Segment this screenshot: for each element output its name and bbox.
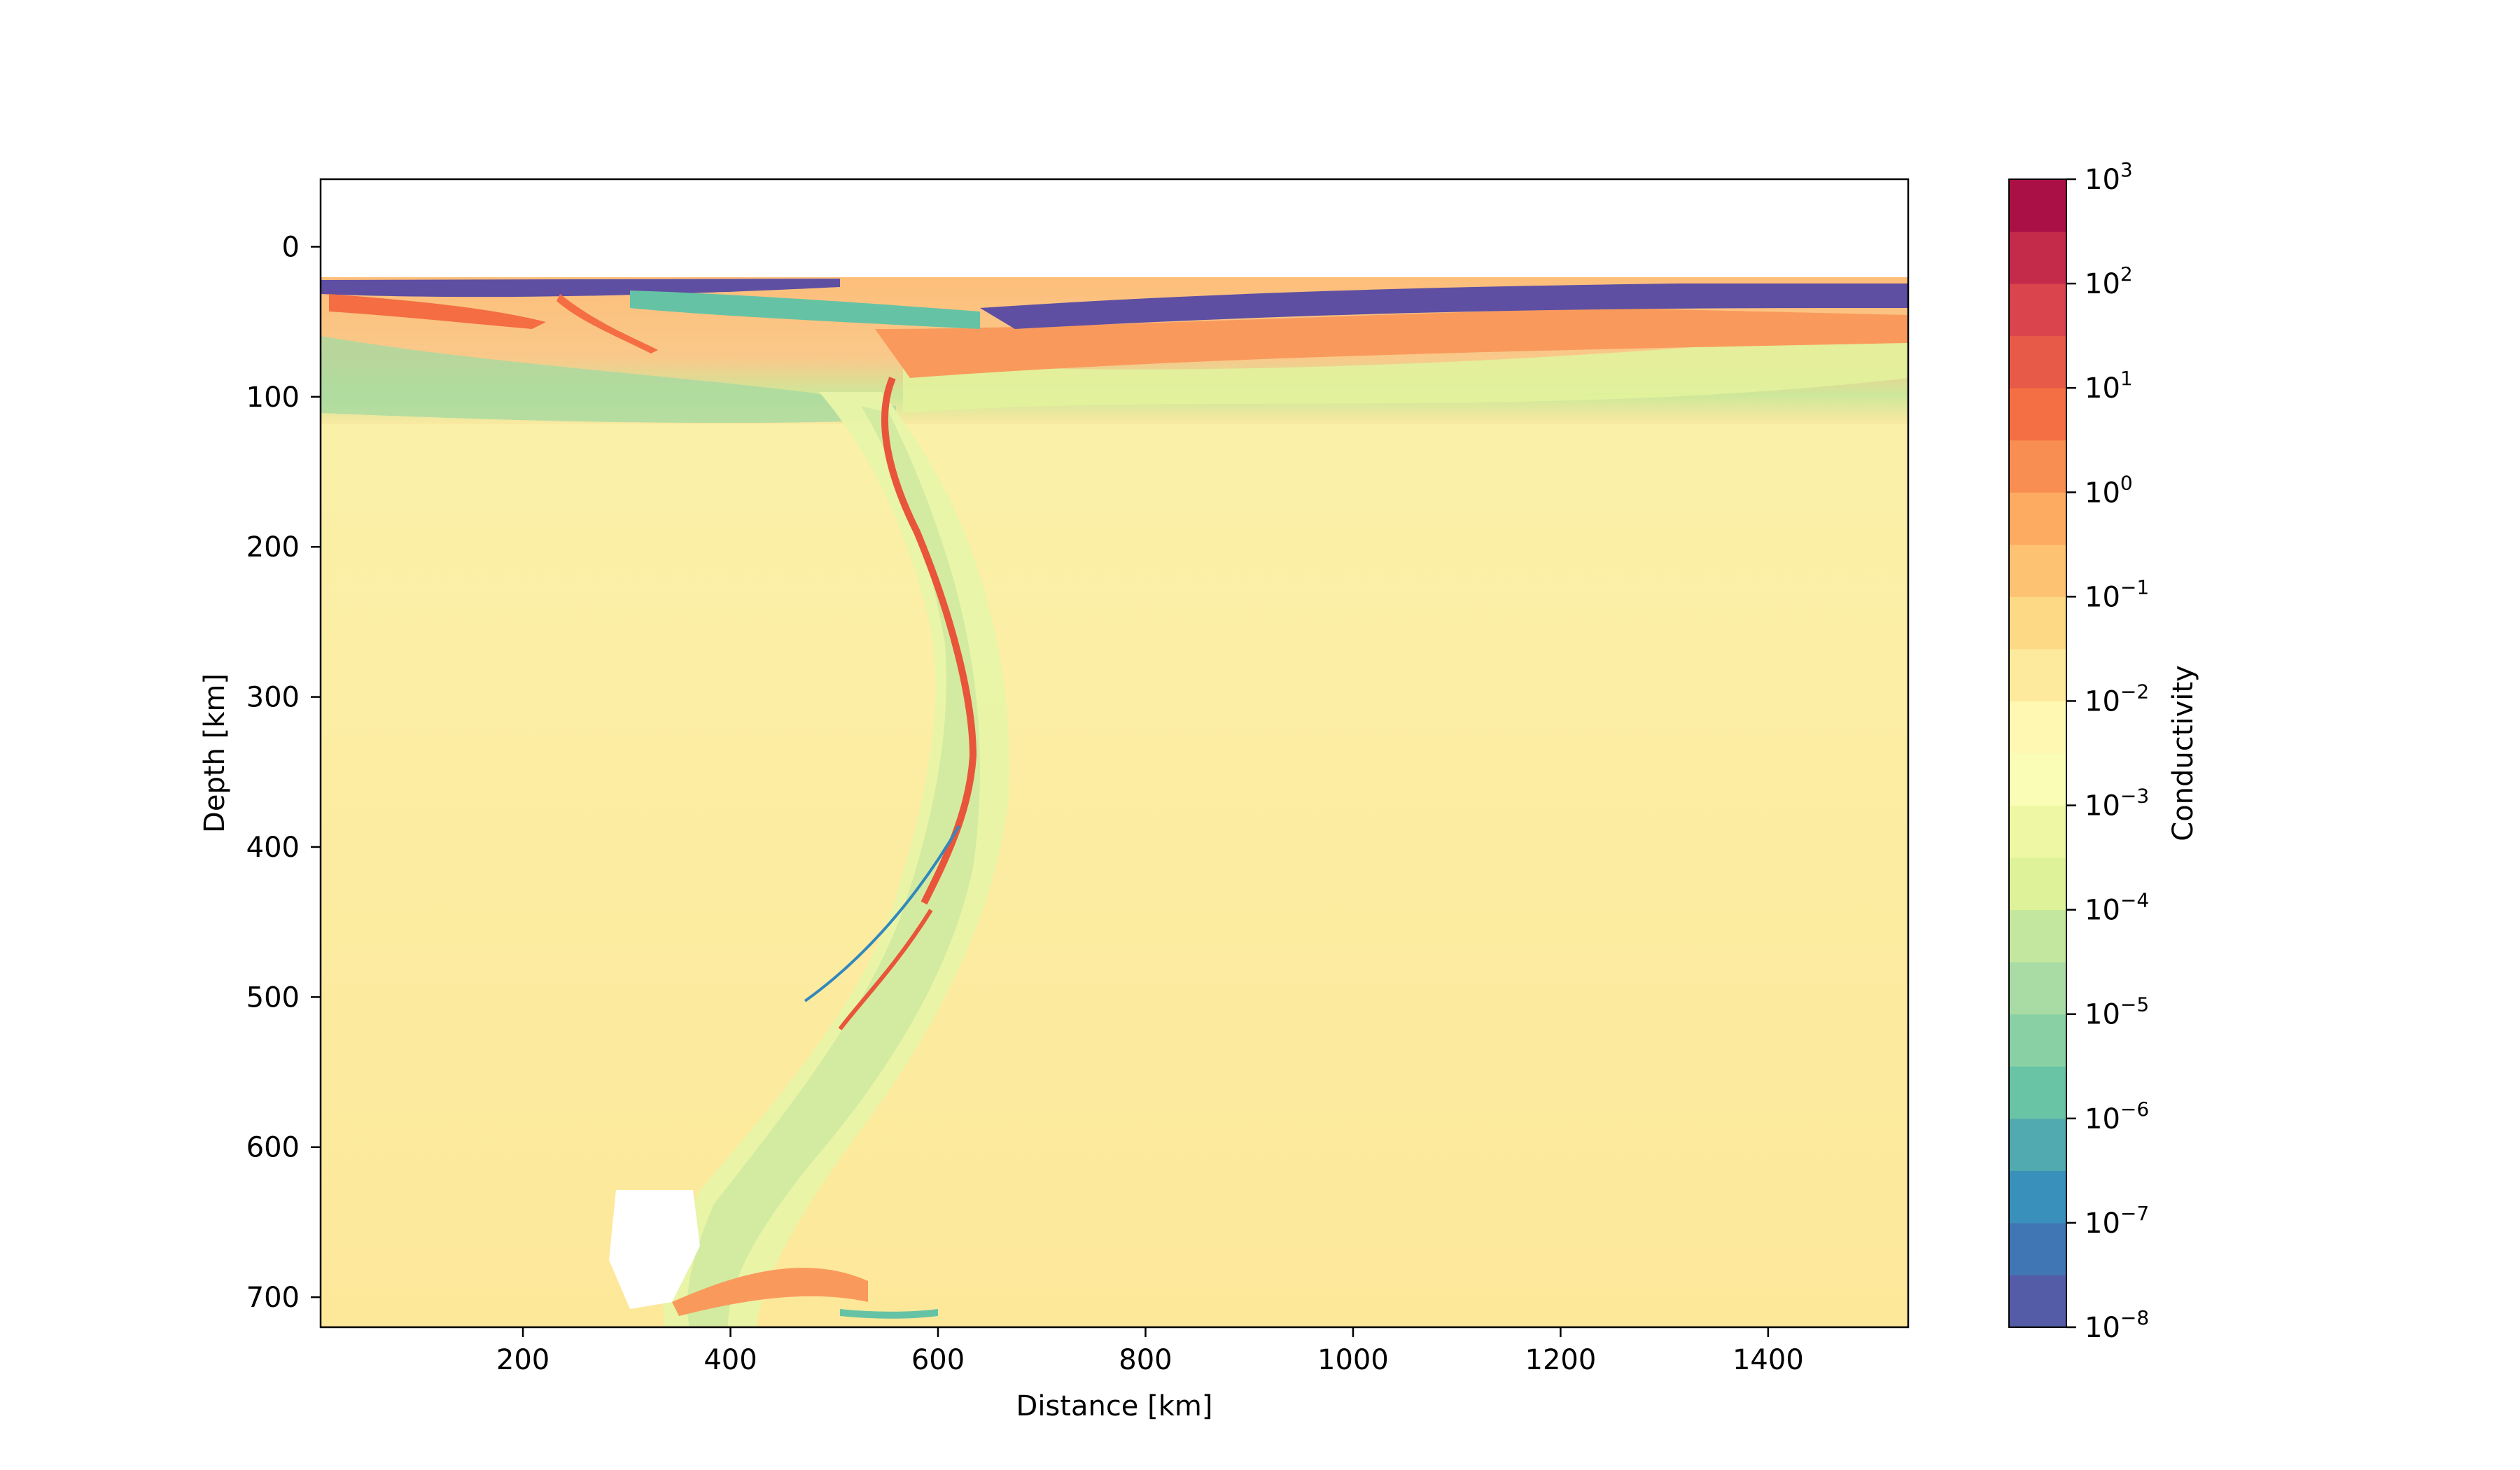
colorbar-tick-label: 10−3 [2085,785,2149,822]
x-axis-label: Distance [km] [1016,1390,1213,1422]
colorbar-tick-label: 10−8 [2085,1306,2149,1344]
colorbar-step [2009,336,2066,388]
y-tick-label: 100 [246,382,300,414]
colorbar-tick-label: 10−6 [2085,1098,2149,1135]
y-axis: 0 100 200 300 400 500 600 700 [246,231,321,1314]
y-tick-label: 600 [246,1132,300,1164]
colorbar-tick-label: 10−2 [2085,680,2149,718]
colorbar-step [2009,1275,2066,1327]
colorbar-step [2009,649,2066,701]
x-tick-label: 600 [911,1344,965,1376]
colorbar-tick-label: 10−7 [2085,1202,2149,1240]
colorbar-step [2009,962,2066,1014]
colorbar-step [2009,232,2066,284]
colorbar-tick-label: 103 [2085,158,2133,196]
colorbar-step [2009,545,2066,597]
colorbar-step [2009,179,2066,232]
colorbar-ticks: 10−8 10−7 10−6 10−5 10−4 10−3 10−2 10−1 100 101 10… [2066,158,2149,1344]
colorbar-tick-label: 10−1 [2085,575,2149,613]
conductivity-heatmap [321,179,1908,1327]
y-tick-label: 700 [246,1282,300,1314]
colorbar-tick-label: 10−4 [2085,889,2149,927]
colorbar-step [2009,1066,2066,1119]
colorbar-tick-label: 102 [2085,262,2133,300]
colorbar-step [2009,806,2066,858]
colorbar-step [2009,388,2066,440]
colorbar-steps [2009,179,2066,1328]
colorbar-step [2009,284,2066,336]
x-axis: 200 400 600 800 1000 1200 1400 [496,1327,1804,1376]
y-tick-label: 200 [246,531,300,564]
x-tick-label: 800 [1119,1344,1172,1376]
y-tick-label: 500 [246,981,300,1014]
mantle-background [321,277,1908,1327]
air-region [321,179,1908,277]
colorbar-step [2009,701,2066,753]
y-tick-label: 0 [282,231,300,263]
colorbar-tick-label: 101 [2085,367,2133,405]
x-tick-label: 1000 [1317,1344,1389,1376]
colorbar-label: Conductivity [2167,665,2199,841]
x-tick-label: 400 [704,1344,757,1376]
x-tick-label: 1200 [1525,1344,1597,1376]
colorbar: 10−8 10−7 10−6 10−5 10−4 10−3 10−2 10−1 100 101 10… [2009,158,2199,1344]
y-axis-label: Depth [km] [199,673,231,833]
x-tick-label: 1400 [1732,1344,1804,1376]
y-tick-label: 400 [246,832,300,864]
colorbar-step [2009,753,2066,806]
colorbar-step [2009,1170,2066,1223]
colorbar-step [2009,492,2066,545]
y-tick-label: 300 [246,682,300,714]
colorbar-step [2009,440,2066,493]
colorbar-step [2009,1119,2066,1171]
colorbar-step [2009,1223,2066,1275]
colorbar-step [2009,858,2066,910]
colorbar-tick-label: 100 [2085,471,2133,509]
colorbar-tick-label: 10−5 [2085,993,2149,1031]
colorbar-step [2009,596,2066,649]
colorbar-step [2009,910,2066,962]
colorbar-step [2009,1014,2066,1067]
x-tick-label: 200 [496,1344,550,1376]
